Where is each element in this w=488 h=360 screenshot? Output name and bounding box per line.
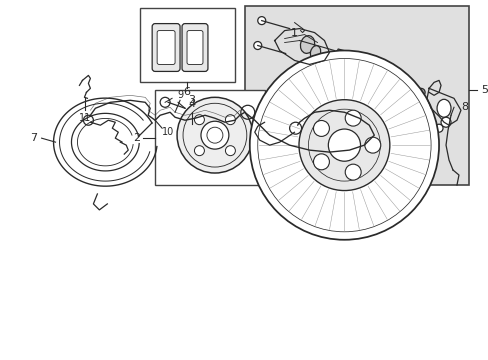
Circle shape [253, 41, 261, 50]
Ellipse shape [300, 36, 314, 53]
Circle shape [313, 121, 329, 136]
Text: 7: 7 [30, 133, 37, 143]
Circle shape [194, 115, 204, 125]
Text: 8: 8 [460, 102, 467, 112]
Text: 3: 3 [188, 95, 195, 105]
Text: 4: 4 [188, 99, 195, 109]
Text: 9: 9 [177, 90, 183, 100]
FancyBboxPatch shape [152, 24, 180, 71]
Text: 1: 1 [290, 28, 298, 37]
Circle shape [298, 100, 389, 190]
Ellipse shape [310, 46, 320, 59]
Text: 10: 10 [162, 127, 174, 137]
Circle shape [225, 146, 235, 156]
Ellipse shape [342, 51, 352, 65]
Circle shape [201, 121, 228, 149]
Text: 5: 5 [480, 85, 487, 95]
Bar [155, 90, 264, 185]
Ellipse shape [436, 99, 450, 117]
Bar [244, 6, 468, 185]
FancyBboxPatch shape [157, 31, 175, 64]
Circle shape [345, 110, 361, 126]
Circle shape [345, 164, 361, 180]
Circle shape [257, 17, 265, 24]
Circle shape [225, 115, 235, 125]
Text: 6: 6 [183, 87, 190, 97]
Circle shape [364, 137, 380, 153]
FancyBboxPatch shape [182, 24, 207, 71]
Circle shape [313, 154, 329, 170]
Text: 2: 2 [132, 133, 140, 143]
Circle shape [327, 129, 360, 161]
FancyBboxPatch shape [186, 31, 203, 64]
Text: 11: 11 [79, 113, 91, 123]
Bar [140, 8, 234, 82]
Circle shape [160, 97, 170, 107]
Circle shape [249, 50, 438, 240]
Circle shape [440, 117, 450, 127]
Circle shape [416, 88, 424, 96]
Circle shape [434, 124, 442, 132]
Circle shape [194, 146, 204, 156]
Circle shape [177, 97, 252, 173]
Bar [334, 49, 355, 67]
Circle shape [206, 127, 223, 143]
